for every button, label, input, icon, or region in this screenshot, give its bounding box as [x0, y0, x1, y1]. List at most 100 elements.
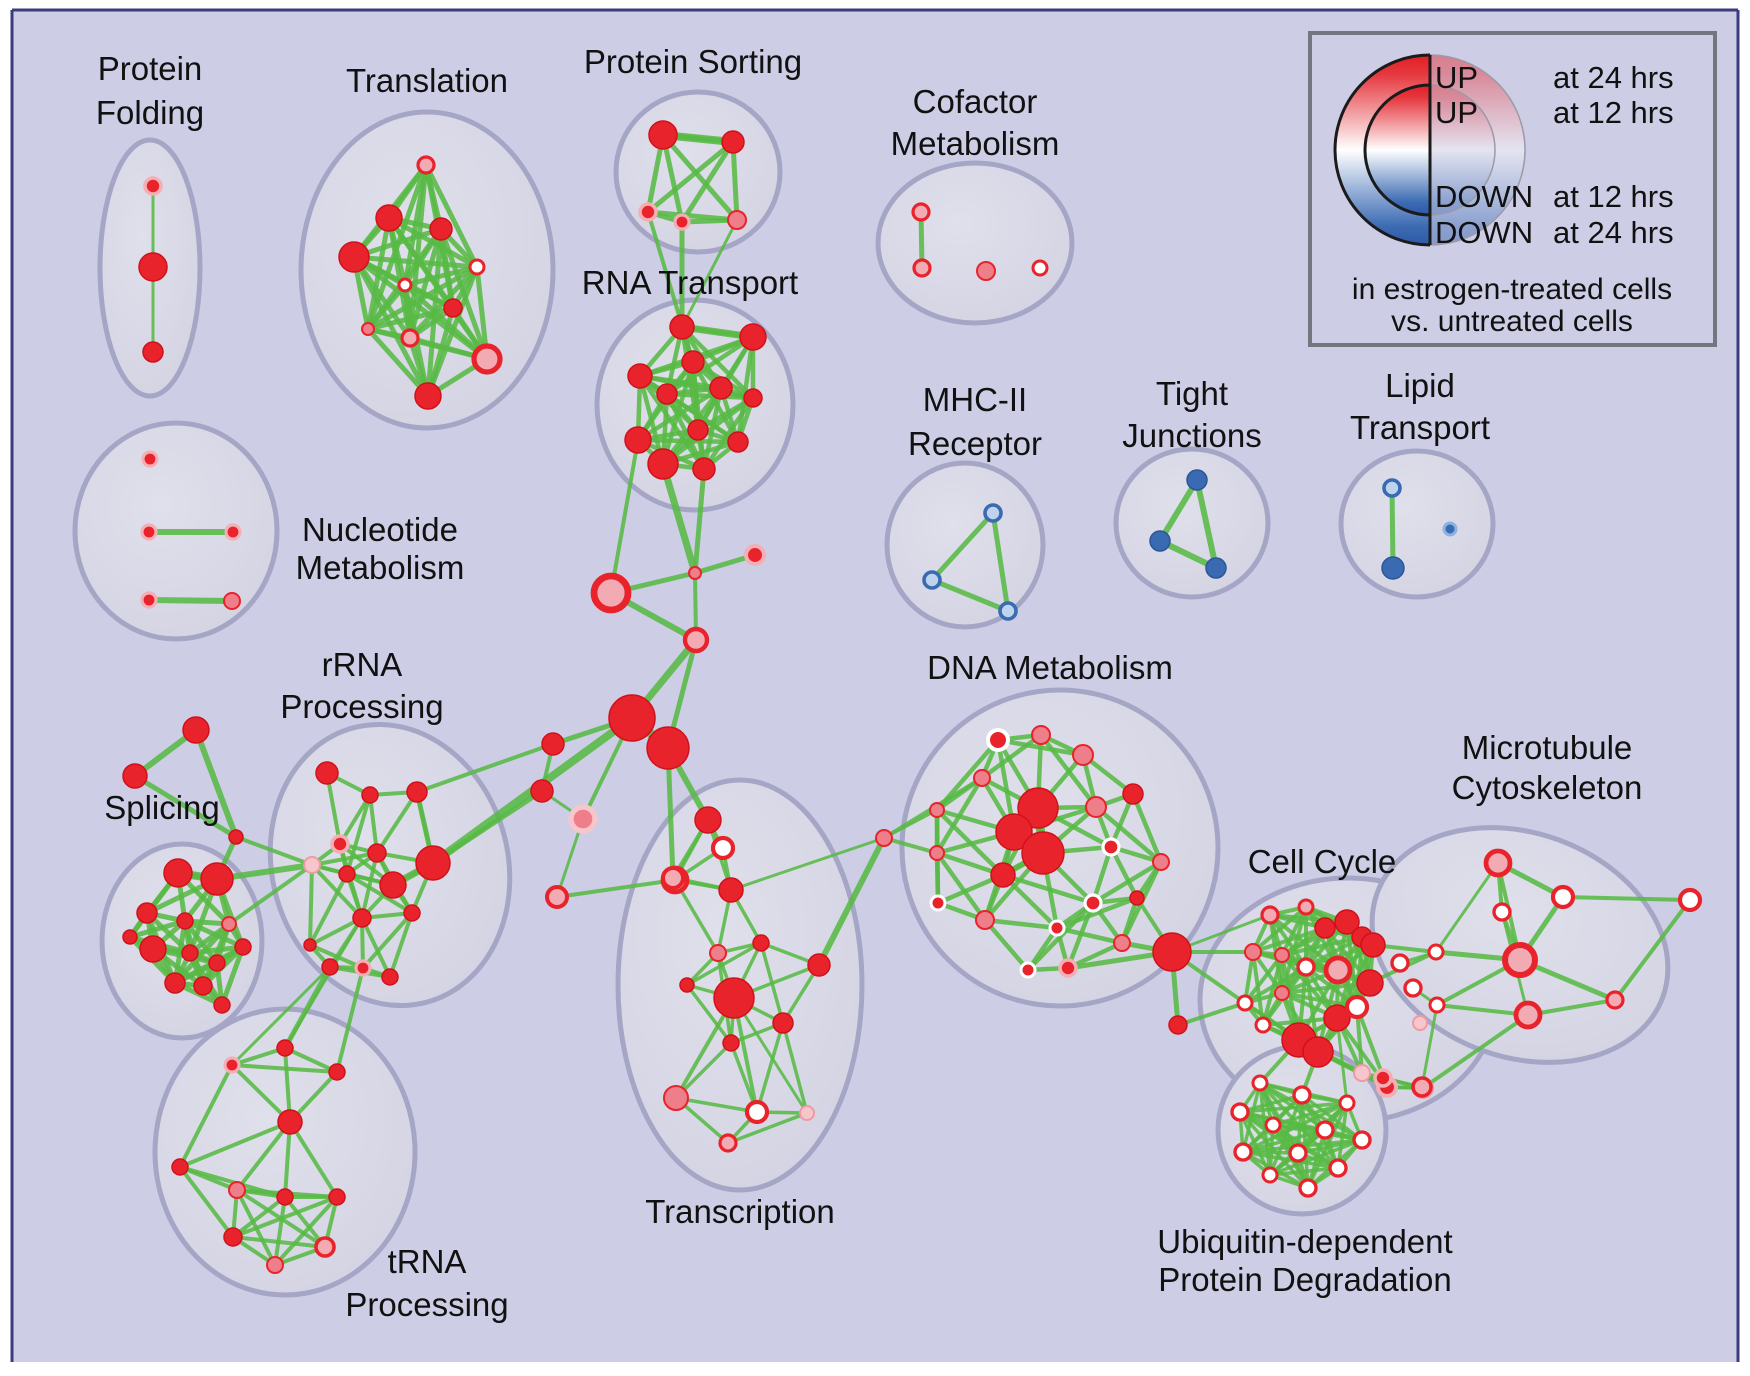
network-edge [193, 727, 239, 840]
network-node-trna-processing [276, 1188, 294, 1206]
legend-row-time-0: at 24 hrs [1553, 60, 1674, 95]
network-node-dna-metabolism [1085, 796, 1107, 818]
network-node-connectors [608, 694, 656, 742]
network-node-connectors [182, 716, 210, 744]
cluster-label-rna-transport: RNA Transport [582, 264, 798, 301]
network-node-rrna-processing [321, 958, 339, 976]
network-node-protein-sorting [727, 210, 747, 230]
network-node-rna-transport [669, 314, 695, 340]
network-edge [283, 916, 364, 1050]
network-node-rna-transport [681, 350, 705, 374]
network-node-cell-cycle [1274, 985, 1290, 1001]
network-node-ubiquitin-degradation [1298, 1178, 1318, 1198]
network-node-connectors [568, 804, 598, 834]
network-node-dna-metabolism [929, 845, 945, 861]
network-node-trna-processing [277, 1109, 303, 1135]
network-edge-dna-metabolism [1025, 925, 1060, 973]
network-node-protein-folding [142, 341, 164, 363]
cluster-ellipse-trna-processing [152, 1006, 418, 1298]
network-edge [178, 1120, 292, 1169]
network-node-dna-metabolism [975, 910, 995, 930]
network-node-microtubule-cytoskeleton [1502, 942, 1538, 978]
network-edge-rrna-processing [308, 863, 314, 947]
network-node-connectors [688, 566, 702, 580]
network-edge [680, 218, 739, 329]
network-edge-cell-cycle [1243, 953, 1284, 1005]
network-edge [335, 966, 365, 1074]
cluster-label-protein-folding: Folding [96, 94, 204, 131]
network-node-transcription [679, 977, 695, 993]
network-node-cell-cycle [1353, 1064, 1371, 1082]
network-node-connectors [1427, 943, 1445, 961]
network-node-splicing [213, 996, 231, 1014]
network-edge-cell-cycle [1261, 953, 1284, 1027]
network-node-trna-processing [328, 1188, 346, 1206]
network-edge-translation [425, 305, 456, 399]
cluster-ellipse-lipid-transport [1338, 448, 1496, 600]
network-node-connectors [545, 885, 569, 909]
network-edge [929, 510, 996, 583]
network-node-cell-cycle [1314, 917, 1336, 939]
network-node-protein-sorting [638, 202, 658, 222]
cluster-label-microtubule-cytoskeleton: Cytoskeleton [1452, 769, 1643, 806]
network-node-rna-transport [627, 363, 653, 389]
network-node-connectors [590, 572, 632, 614]
network-node-rna-transport [687, 419, 709, 441]
network-node-rrna-processing [354, 959, 372, 977]
network-edge-protein-sorting [645, 139, 736, 215]
network-node-trna-processing [223, 1056, 241, 1074]
network-edge-trna-processing [231, 1195, 339, 1239]
network-node-rrna-processing [315, 761, 339, 785]
network-node-rna-transport [727, 431, 749, 453]
network-edge-cell-cycle [1243, 965, 1308, 1005]
network-edge [1435, 1003, 1530, 1017]
network-node-translation [468, 258, 486, 276]
network-node-rna-transport [739, 323, 767, 351]
network-node-transcription [772, 1012, 794, 1034]
network-node-dna-metabolism [1101, 837, 1121, 857]
cluster-label-tight-junctions: Junctions [1122, 417, 1261, 454]
network-edge-ubiquitin-degradation [1268, 1166, 1340, 1177]
network-node-trna-processing [228, 1181, 246, 1199]
network-node-dna-metabolism [986, 728, 1010, 752]
network-node-connectors [228, 829, 244, 845]
network-node-mhc-ii-receptor [983, 503, 1003, 523]
network-node-rrna-processing [303, 938, 317, 952]
network-node-transcription [713, 977, 755, 1019]
network-edge-dna-metabolism [1090, 844, 1114, 906]
network-node-splicing [221, 916, 237, 932]
network-node-mhc-ii-receptor [998, 601, 1018, 621]
network-node-connectors [530, 779, 554, 803]
network-node-translation [338, 241, 370, 273]
network-edge [692, 466, 707, 576]
network-node-rrna-processing [330, 834, 350, 854]
network-edge-trna-processing [231, 1195, 287, 1239]
network-edge-rrna-processing [308, 943, 365, 970]
network-edge [230, 965, 332, 1067]
network-edge [816, 835, 887, 968]
network-node-transcription [663, 1085, 689, 1111]
network-node-dna-metabolism [995, 813, 1033, 851]
network-edge-translation [365, 305, 456, 332]
network-node-dna-metabolism [1113, 934, 1131, 952]
network-node-splicing [200, 862, 234, 896]
network-edge-dna-metabolism [1093, 804, 1164, 865]
network-node-rrna-processing [303, 856, 321, 874]
network-node-microtubule-cytoskeleton [1483, 848, 1513, 878]
network-edge-cell-cycle [1280, 991, 1359, 1009]
network-node-dna-metabolism [973, 769, 991, 787]
network-node-splicing [193, 976, 213, 996]
network-node-transcription [709, 944, 727, 962]
network-node-lipid-transport [1382, 478, 1402, 498]
network-edge-rrna-processing [361, 911, 414, 970]
network-node-protein-folding [138, 252, 168, 282]
network-edge-rrna-processing [345, 872, 414, 915]
network-edge-translation [365, 282, 408, 332]
network-node-microtubule-cytoskeleton [1550, 884, 1576, 910]
network-node-splicing [181, 944, 199, 962]
network-node-translation [375, 204, 403, 232]
cluster-label-dna-metabolism: DNA Metabolism [927, 649, 1173, 686]
network-node-cell-cycle [1244, 943, 1262, 961]
cluster-label-lipid-transport: Transport [1350, 409, 1490, 446]
cluster-label-ubiquitin-degradation: Ubiquitin-dependent [1157, 1223, 1452, 1260]
